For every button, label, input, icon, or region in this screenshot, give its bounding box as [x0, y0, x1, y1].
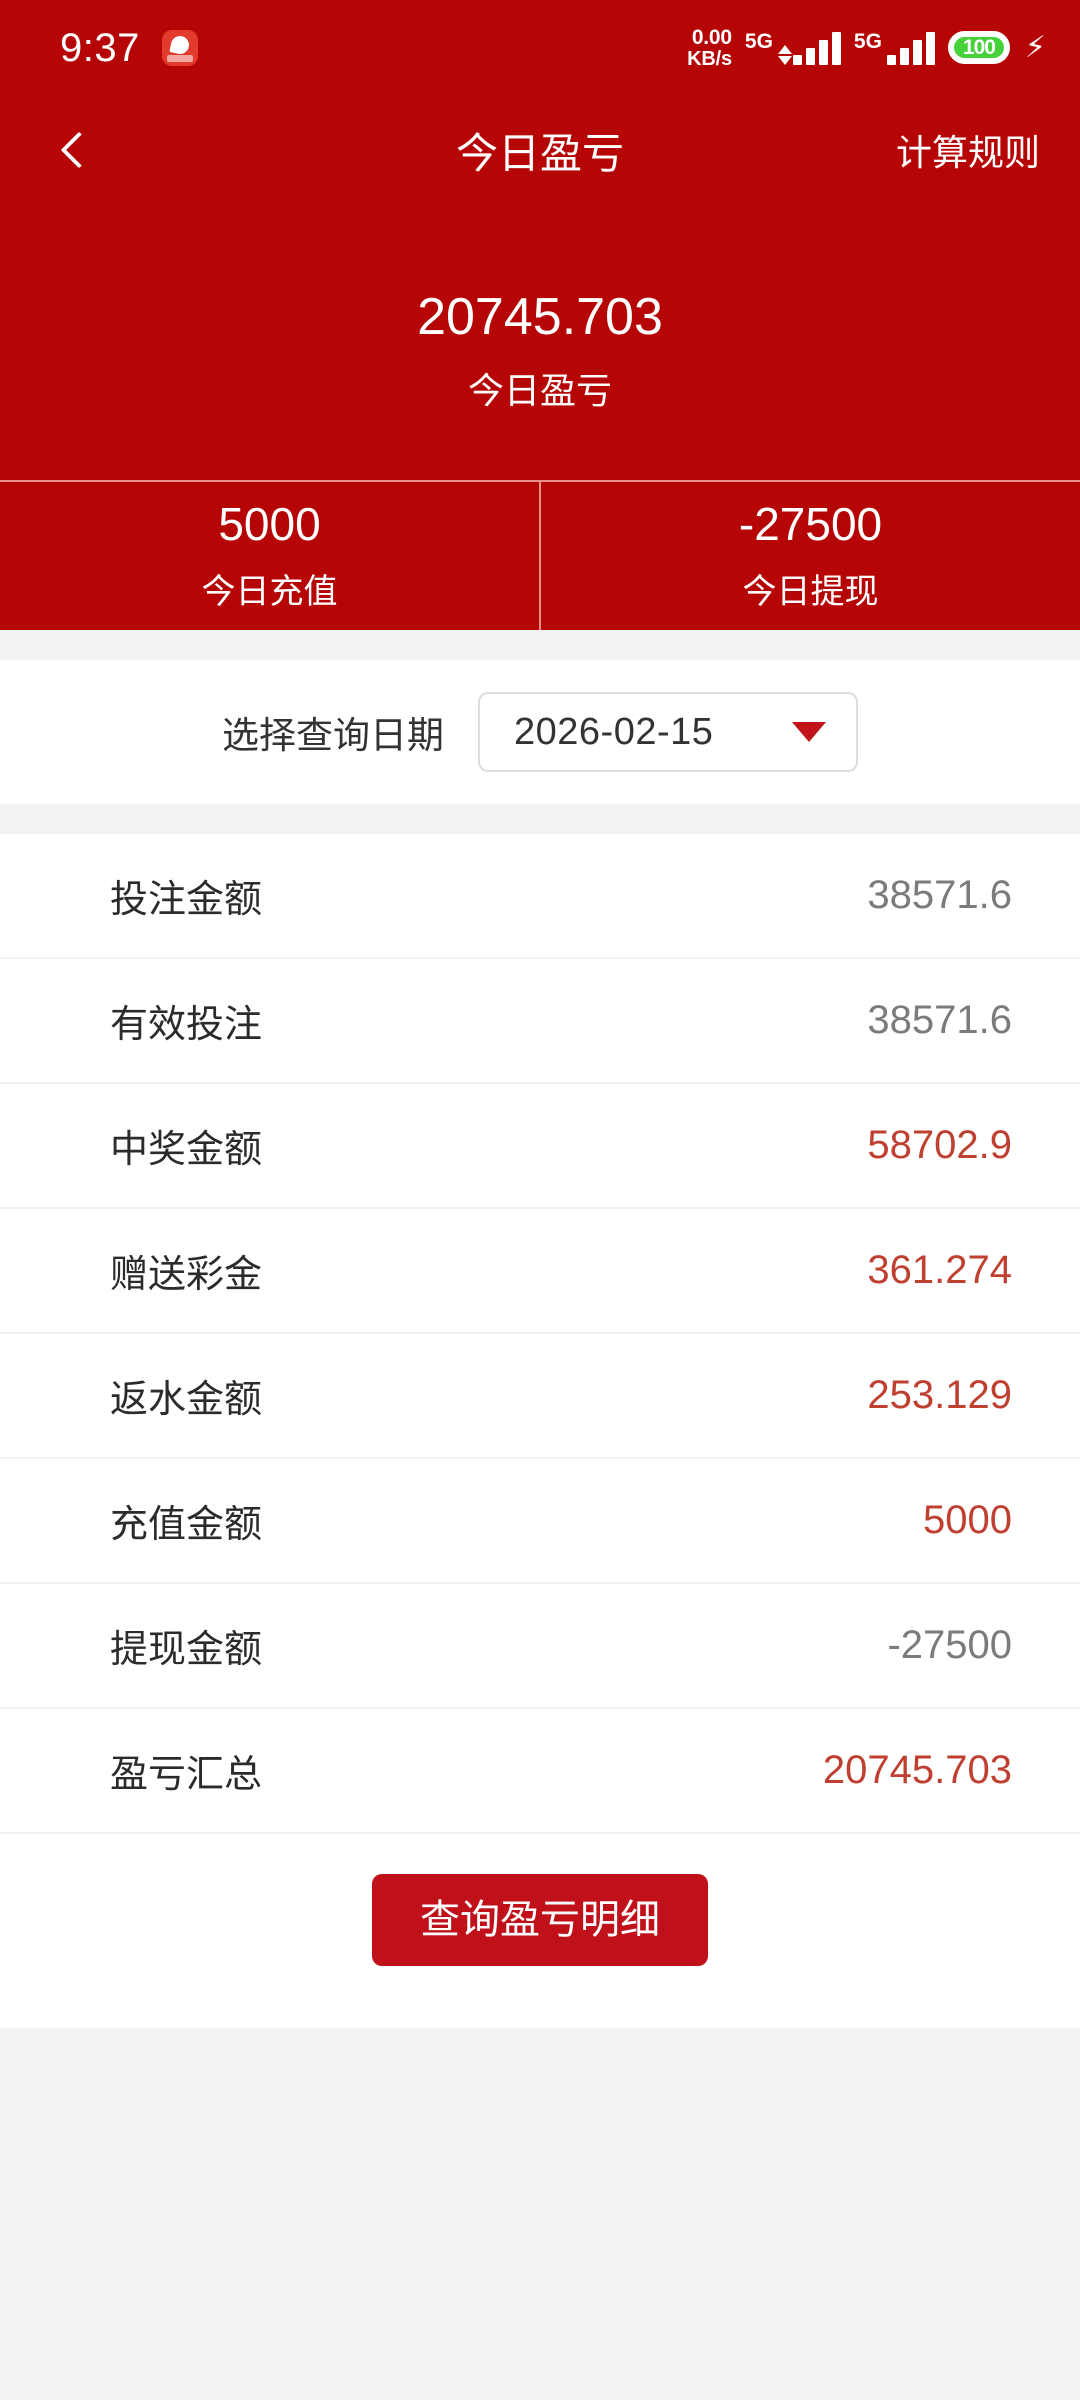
sim2-signal: 5G [854, 31, 935, 65]
table-row: 赠送彩金 361.274 [0, 1209, 1080, 1335]
row-label: 返水金额 [110, 1379, 263, 1422]
status-bar: 9:37 0.00 KB/s 5G 5G [0, 0, 1080, 96]
row-value: 20745.703 [822, 1748, 1012, 1793]
row-label: 充值金额 [110, 1504, 263, 1547]
table-row: 盈亏汇总 20745.703 [0, 1709, 1080, 1835]
sim1-signal: 5G [745, 31, 841, 65]
row-value: -27500 [887, 1623, 1012, 1668]
chevron-left-icon [60, 131, 98, 169]
stat-label: 今日充值 [201, 573, 338, 612]
table-row: 投注金额 38571.6 [0, 834, 1080, 960]
sim2-network-type: 5G [853, 29, 882, 53]
row-value: 361.274 [867, 1248, 1012, 1293]
table-row: 提现金额 -27500 [0, 1584, 1080, 1710]
section-gap-2 [0, 804, 1080, 835]
data-transfer-arrows-icon [777, 44, 792, 65]
row-label: 赠送彩金 [110, 1254, 263, 1297]
stats-row: 5000 今日充值 -27500 今日提现 [0, 480, 1080, 631]
stat-label: 今日提现 [742, 573, 879, 612]
row-value: 58702.9 [867, 1123, 1012, 1168]
date-filter-label: 选择查询日期 [222, 715, 444, 757]
row-label: 提现金额 [110, 1629, 263, 1672]
row-value: 38571.6 [867, 873, 1012, 918]
date-select-value: 2026-02-15 [514, 710, 714, 753]
signal-bars-icon-2 [886, 31, 935, 65]
row-label: 投注金额 [110, 879, 263, 922]
status-clock: 9:37 [60, 25, 140, 70]
table-row: 有效投注 38571.6 [0, 959, 1080, 1085]
app-notification-icon [161, 30, 198, 66]
lightning-bolt-icon: ⚡ [1024, 30, 1046, 64]
table-row: 返水金额 253.129 [0, 1334, 1080, 1460]
network-speed: 0.00 KB/s [687, 27, 732, 69]
hero-amount: 20745.703 [417, 288, 663, 346]
row-label: 盈亏汇总 [110, 1754, 263, 1797]
status-bar-left: 9:37 [60, 26, 198, 71]
section-gap [0, 630, 1080, 661]
hero-label: 今日盈亏 [467, 370, 612, 412]
stat-value: -27500 [738, 498, 883, 551]
triangle-down-icon [792, 722, 826, 743]
red-header: 9:37 0.00 KB/s 5G 5G [0, 0, 1080, 631]
row-value: 5000 [923, 1498, 1012, 1543]
hero-summary: 20745.703 今日盈亏 [0, 204, 1080, 480]
row-label: 有效投注 [110, 1004, 263, 1047]
nav-bar: 今日盈亏 计算规则 [0, 96, 1080, 204]
battery-level: 100 [962, 35, 996, 59]
row-value: 38571.6 [867, 998, 1012, 1043]
status-bar-right: 0.00 KB/s 5G 5G 100 ⚡ [687, 27, 1046, 69]
calculation-rules-link[interactable]: 计算规则 [895, 132, 1040, 173]
action-button-area: 查询盈亏明细 [0, 1834, 1080, 2029]
battery-icon: 100 [947, 31, 1010, 65]
network-speed-unit: KB/s [687, 47, 732, 70]
table-row: 中奖金额 58702.9 [0, 1084, 1080, 1210]
date-select[interactable]: 2026-02-15 [478, 692, 858, 773]
back-button[interactable] [40, 115, 110, 185]
row-value: 253.129 [867, 1373, 1012, 1418]
summary-list: 投注金额 38571.6 有效投注 38571.6 中奖金额 58702.9 赠… [0, 834, 1080, 2029]
stat-withdraw-today: -27500 今日提现 [539, 482, 1080, 631]
date-filter-bar: 选择查询日期 2026-02-15 [0, 660, 1080, 805]
row-label: 中奖金额 [110, 1129, 263, 1172]
network-speed-value: 0.00 [691, 26, 732, 50]
query-detail-button[interactable]: 查询盈亏明细 [372, 1874, 708, 1967]
signal-bars-icon [792, 31, 841, 65]
stat-deposit-today: 5000 今日充值 [0, 482, 539, 630]
sim1-network-type: 5G [744, 29, 773, 53]
stat-value: 5000 [218, 498, 321, 551]
table-row: 充值金额 5000 [0, 1459, 1080, 1585]
